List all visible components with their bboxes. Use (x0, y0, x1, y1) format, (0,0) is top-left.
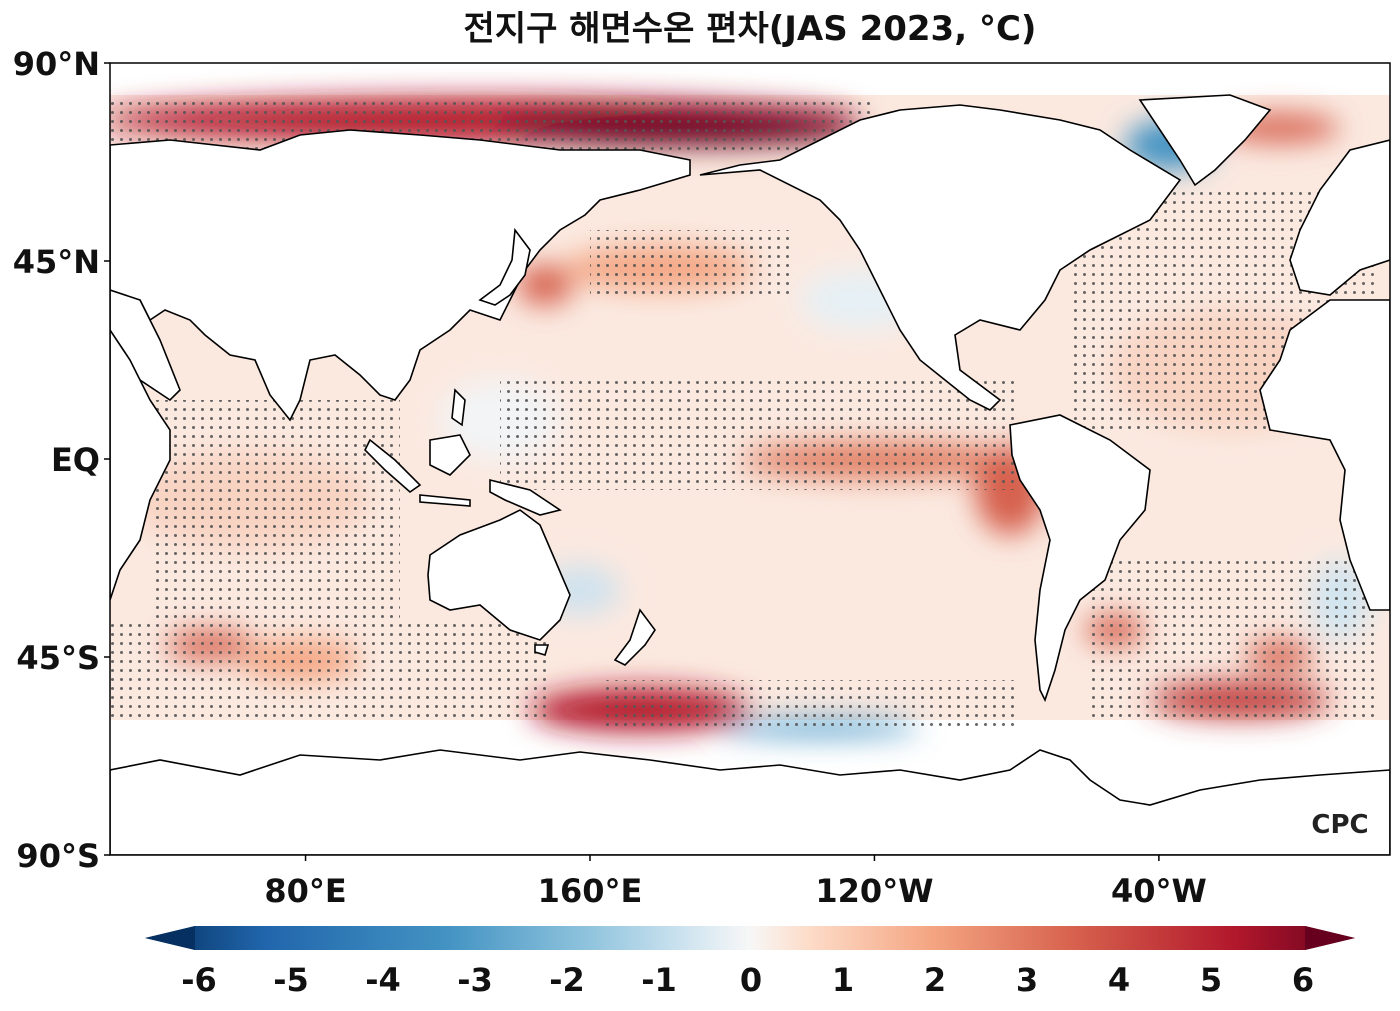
japan-land (478, 227, 531, 306)
colorbar-tick-label: 1 (832, 961, 854, 999)
sumatra-land (364, 438, 422, 494)
stipple-southern-ocean (600, 680, 1020, 730)
greenland-land (1138, 94, 1272, 187)
europe-west-land (1289, 139, 1390, 296)
colorbar-tick-label: -1 (641, 961, 677, 999)
north-america-land (699, 104, 1182, 411)
australia-land (427, 509, 571, 641)
java-land (419, 494, 471, 507)
stipple-north-pacific (590, 230, 790, 300)
map-title: 전지구 해면수온 편차(JAS 2023, °C) (464, 9, 1037, 49)
stipple-south-atlantic (1090, 560, 1380, 720)
borneo-land (429, 434, 471, 476)
coastlines (110, 94, 1390, 855)
antarctica-land (110, 749, 1390, 855)
colorbar-tick-label: 3 (1016, 961, 1038, 999)
colorbar-min-extend (145, 926, 195, 950)
colorbar-tick-label: -2 (549, 961, 585, 999)
y-tick-label: 45°N (13, 243, 100, 281)
colorbar-bar (145, 926, 1355, 950)
colorbar-tick-label: -6 (181, 961, 217, 999)
africa-land (110, 328, 171, 601)
kuroshio-warm-anomaly (517, 265, 573, 305)
south-america-land (1009, 414, 1151, 703)
stipple-south-indian (110, 620, 550, 720)
x-tick-label: 40°W (1111, 872, 1207, 910)
stipple-indian (150, 400, 400, 620)
tasmania-land (534, 644, 550, 656)
y-axis: 90°N 45°N EQ 45°S 90°S (13, 45, 110, 875)
new-guinea-land (489, 478, 562, 516)
y-tick-label: 90°S (16, 837, 100, 875)
x-tick-label: 160°E (538, 872, 643, 910)
y-tick-label: 45°S (16, 639, 100, 677)
colorbar-tick-label: -4 (365, 961, 401, 999)
new-zealand-land (613, 608, 656, 666)
colorbar-tick-label: 0 (740, 961, 762, 999)
africa-west-land (1259, 299, 1390, 611)
stipple-tropical-pacific (500, 380, 1020, 490)
x-tick-label: 120°W (815, 872, 933, 910)
colorbar-tick-label: 2 (924, 961, 946, 999)
colorbar-tick-label: 4 (1108, 961, 1130, 999)
x-tick-label: 80°E (264, 872, 346, 910)
colorbar-tick-label: -3 (457, 961, 493, 999)
colorbar-max-extend (1305, 926, 1355, 950)
eurasia-land (110, 129, 691, 422)
y-tick-label: 90°N (13, 45, 100, 83)
y-tick-label: EQ (51, 441, 100, 479)
map-area: CPC (110, 94, 1390, 855)
philippines-land (451, 388, 466, 427)
colorbar-ticks: -6 -5 -4 -3 -2 -1 0 1 2 3 4 5 6 (181, 961, 1314, 999)
colorbar-tick-label: 5 (1200, 961, 1222, 999)
colorbar: -6 -5 -4 -3 -2 -1 0 1 2 3 4 5 6 (145, 926, 1355, 999)
colorbar-tick-label: 6 (1292, 961, 1314, 999)
colorbar-tick-label: -5 (273, 961, 309, 999)
cpc-watermark: CPC (1311, 810, 1368, 840)
x-axis: 80°E 160°E 120°W 40°W (264, 855, 1207, 910)
